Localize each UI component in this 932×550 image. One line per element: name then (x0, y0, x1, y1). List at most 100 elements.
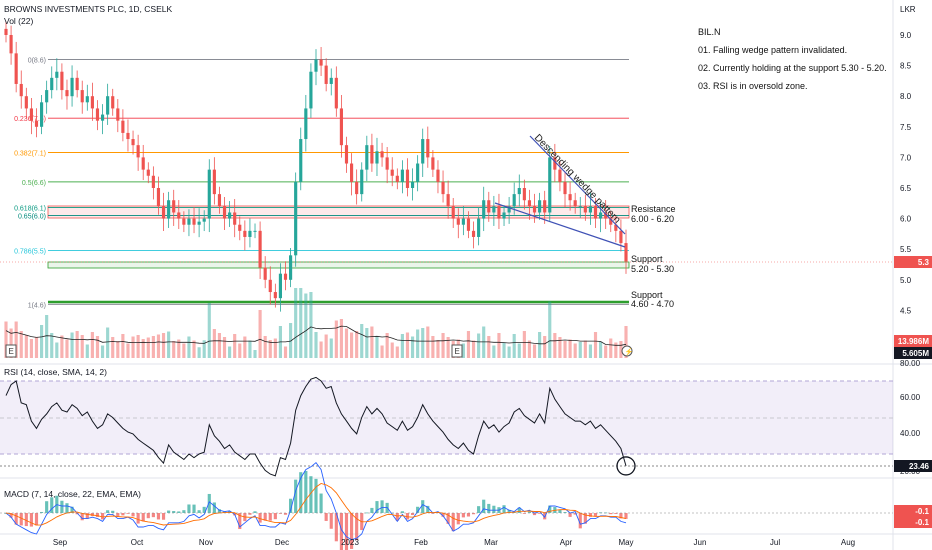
candle-body (436, 169, 440, 182)
macd-histogram-bar (538, 513, 542, 514)
candle-body (609, 218, 613, 225)
rsi-title: RSI (14, close, SMA, 14, 2) (4, 367, 107, 377)
candle-body (309, 71, 313, 109)
candle-body (192, 218, 196, 225)
candle-body (283, 273, 288, 280)
volume-bar (299, 288, 303, 358)
macd-histogram-bar (319, 493, 323, 513)
macd-histogram-bar (258, 513, 262, 523)
rsi-line (5, 376, 627, 477)
macd-chart (0, 461, 893, 550)
macd-histogram-bar (45, 501, 49, 513)
macd-histogram-bar (416, 506, 420, 513)
candle-body (405, 169, 410, 188)
volume-bar (187, 336, 191, 358)
volume-bar (466, 331, 471, 358)
candle-body (380, 151, 384, 158)
price-tick-label: 9.0 (900, 31, 912, 40)
candle-body (599, 212, 603, 219)
macd-histogram-bar (461, 513, 465, 518)
macd-histogram-bar (344, 513, 349, 550)
candle-body (543, 200, 547, 213)
volume-bar (370, 326, 374, 358)
volume-bar (375, 336, 379, 358)
candle-body (182, 218, 186, 225)
macd-histogram-bar (294, 479, 298, 513)
volume-bar (106, 327, 110, 358)
macd-histogram-bar (202, 506, 206, 513)
candle-body (19, 83, 23, 97)
volume-bar (212, 329, 216, 358)
volume-bar (4, 321, 8, 358)
macd-value-tag-bg (894, 505, 932, 517)
macd-histogram-bar (299, 472, 303, 513)
candle-body (365, 145, 369, 170)
volume-bar (45, 315, 49, 358)
volume-bar (304, 293, 308, 358)
macd-histogram-bar (111, 510, 115, 513)
volume-bar (243, 336, 247, 358)
macd-histogram-bar (304, 470, 308, 513)
candle-body (456, 218, 460, 225)
macd-histogram-bar (268, 513, 272, 521)
earnings-marker[interactable] (5, 344, 17, 358)
candle-body (553, 157, 557, 170)
time-tick-label: Apr (560, 538, 573, 547)
candle-body (228, 212, 232, 219)
earnings-marker[interactable] (451, 344, 463, 358)
last-price-tag: 5.3 (918, 258, 930, 267)
macd-histogram-bar (14, 513, 18, 525)
macd-histogram-bar (70, 506, 74, 513)
candle-body (289, 255, 293, 280)
candle-body (324, 65, 328, 84)
candle-body (431, 157, 435, 170)
volume-bar (24, 335, 28, 358)
macd-histogram-bar (121, 513, 125, 516)
volume-bar (151, 336, 155, 358)
macd-histogram-bar (217, 509, 222, 513)
volume-bar (131, 336, 135, 358)
macd-histogram-bar (487, 503, 491, 513)
volume-bar (410, 336, 415, 358)
volume-bar (349, 332, 354, 358)
volume-bar (116, 341, 120, 358)
volume-bar (405, 332, 410, 358)
candle-body (131, 139, 135, 146)
volume-bar (121, 334, 125, 358)
macd-histogram-bar (212, 502, 216, 513)
volume-bar (624, 326, 628, 358)
volume-bar (182, 343, 186, 358)
flash-icon[interactable] (621, 345, 633, 357)
candle-body (416, 163, 420, 182)
macd-histogram-bar (283, 513, 288, 515)
candle-body (329, 77, 333, 84)
macd-histogram-bar (141, 513, 145, 522)
macd-histogram-bar (578, 513, 582, 529)
candle-body (517, 188, 521, 195)
volume-bar (431, 336, 435, 358)
rsi-highlight-circle (616, 456, 636, 476)
price-tick-label: 6.0 (900, 215, 912, 224)
volume-tag: 13.986M (898, 337, 929, 346)
volume-bar (197, 347, 201, 358)
volume-bar (161, 333, 166, 358)
volume-bar (309, 292, 313, 358)
macd-histogram-bar (482, 499, 486, 513)
candle-body (151, 175, 155, 188)
rsi-tick-label: 80.00 (900, 359, 921, 368)
macd-histogram-bar (593, 513, 598, 517)
volume-bar (111, 337, 115, 358)
volume-bar (599, 341, 603, 358)
last-price-tag-bg (894, 256, 932, 268)
volume-bar (253, 350, 257, 358)
chart-title: BROWNS INVESTMENTS PLC, 1D, CSELK (4, 4, 172, 14)
support1-range: 5.20 - 5.30 (631, 264, 674, 274)
candle-body (482, 200, 486, 219)
macd-signal-line (5, 483, 627, 526)
macd-histogram-bar (95, 513, 100, 518)
time-tick-label: 2023 (341, 538, 359, 547)
macd-histogram-bar (471, 513, 476, 515)
macd-histogram-bar (187, 504, 191, 513)
volume-bar (126, 343, 130, 358)
